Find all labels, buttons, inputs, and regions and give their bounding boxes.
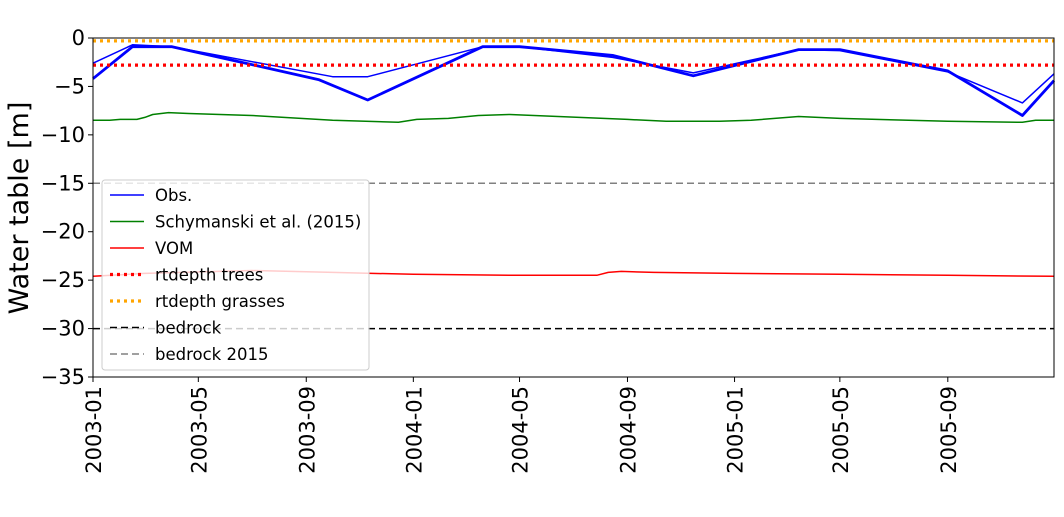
x-tick-label-3: 2003-09 <box>295 386 319 474</box>
legend-label-5: rtdepth grasses <box>155 292 285 311</box>
series-line-1-2 <box>92 44 1055 104</box>
legend-label-4: rtdepth trees <box>155 266 263 285</box>
x-tick-label-1: 2003-01 <box>82 386 106 474</box>
x-tick-label-5: 2004-05 <box>509 386 533 474</box>
x-tick-label-8: 2005-05 <box>829 386 853 474</box>
legend-label-6: bedrock <box>155 319 222 338</box>
y-tick-label-6: −25 <box>41 268 85 292</box>
legend-label-7: bedrock 2015 <box>155 345 268 364</box>
legend: Obs. Schymanski et al. (2015) VOM rtdepth t… <box>101 179 370 371</box>
y-axis-label: Water table [m] <box>4 102 35 315</box>
y-tick-label-1: 0 <box>72 26 85 50</box>
legend-label-1: Obs. <box>155 186 192 205</box>
legend-label-3: VOM <box>155 239 193 258</box>
x-tick-label-2: 2003-05 <box>187 386 211 474</box>
x-tick-label-6: 2004-09 <box>616 386 640 474</box>
y-tick-label-3: −10 <box>41 123 85 147</box>
legend-box <box>101 179 370 371</box>
y-tick-label-8: −35 <box>41 365 85 389</box>
series-line-1-1 <box>92 45 1056 117</box>
plot-frame <box>92 37 1055 378</box>
x-tick-label-4: 2004-01 <box>402 386 426 474</box>
y-tick-label-2: −5 <box>54 74 85 98</box>
legend-label-2: Schymanski et al. (2015) <box>155 213 361 232</box>
y-tick-label-5: −20 <box>41 220 85 244</box>
series-line-2 <box>93 111 1054 124</box>
y-tick-label-4: −15 <box>41 171 85 195</box>
y-tick-label-7: −30 <box>41 317 85 341</box>
x-tick-label-9: 2005-09 <box>937 386 961 474</box>
x-tick-label-7: 2005-01 <box>724 386 748 474</box>
